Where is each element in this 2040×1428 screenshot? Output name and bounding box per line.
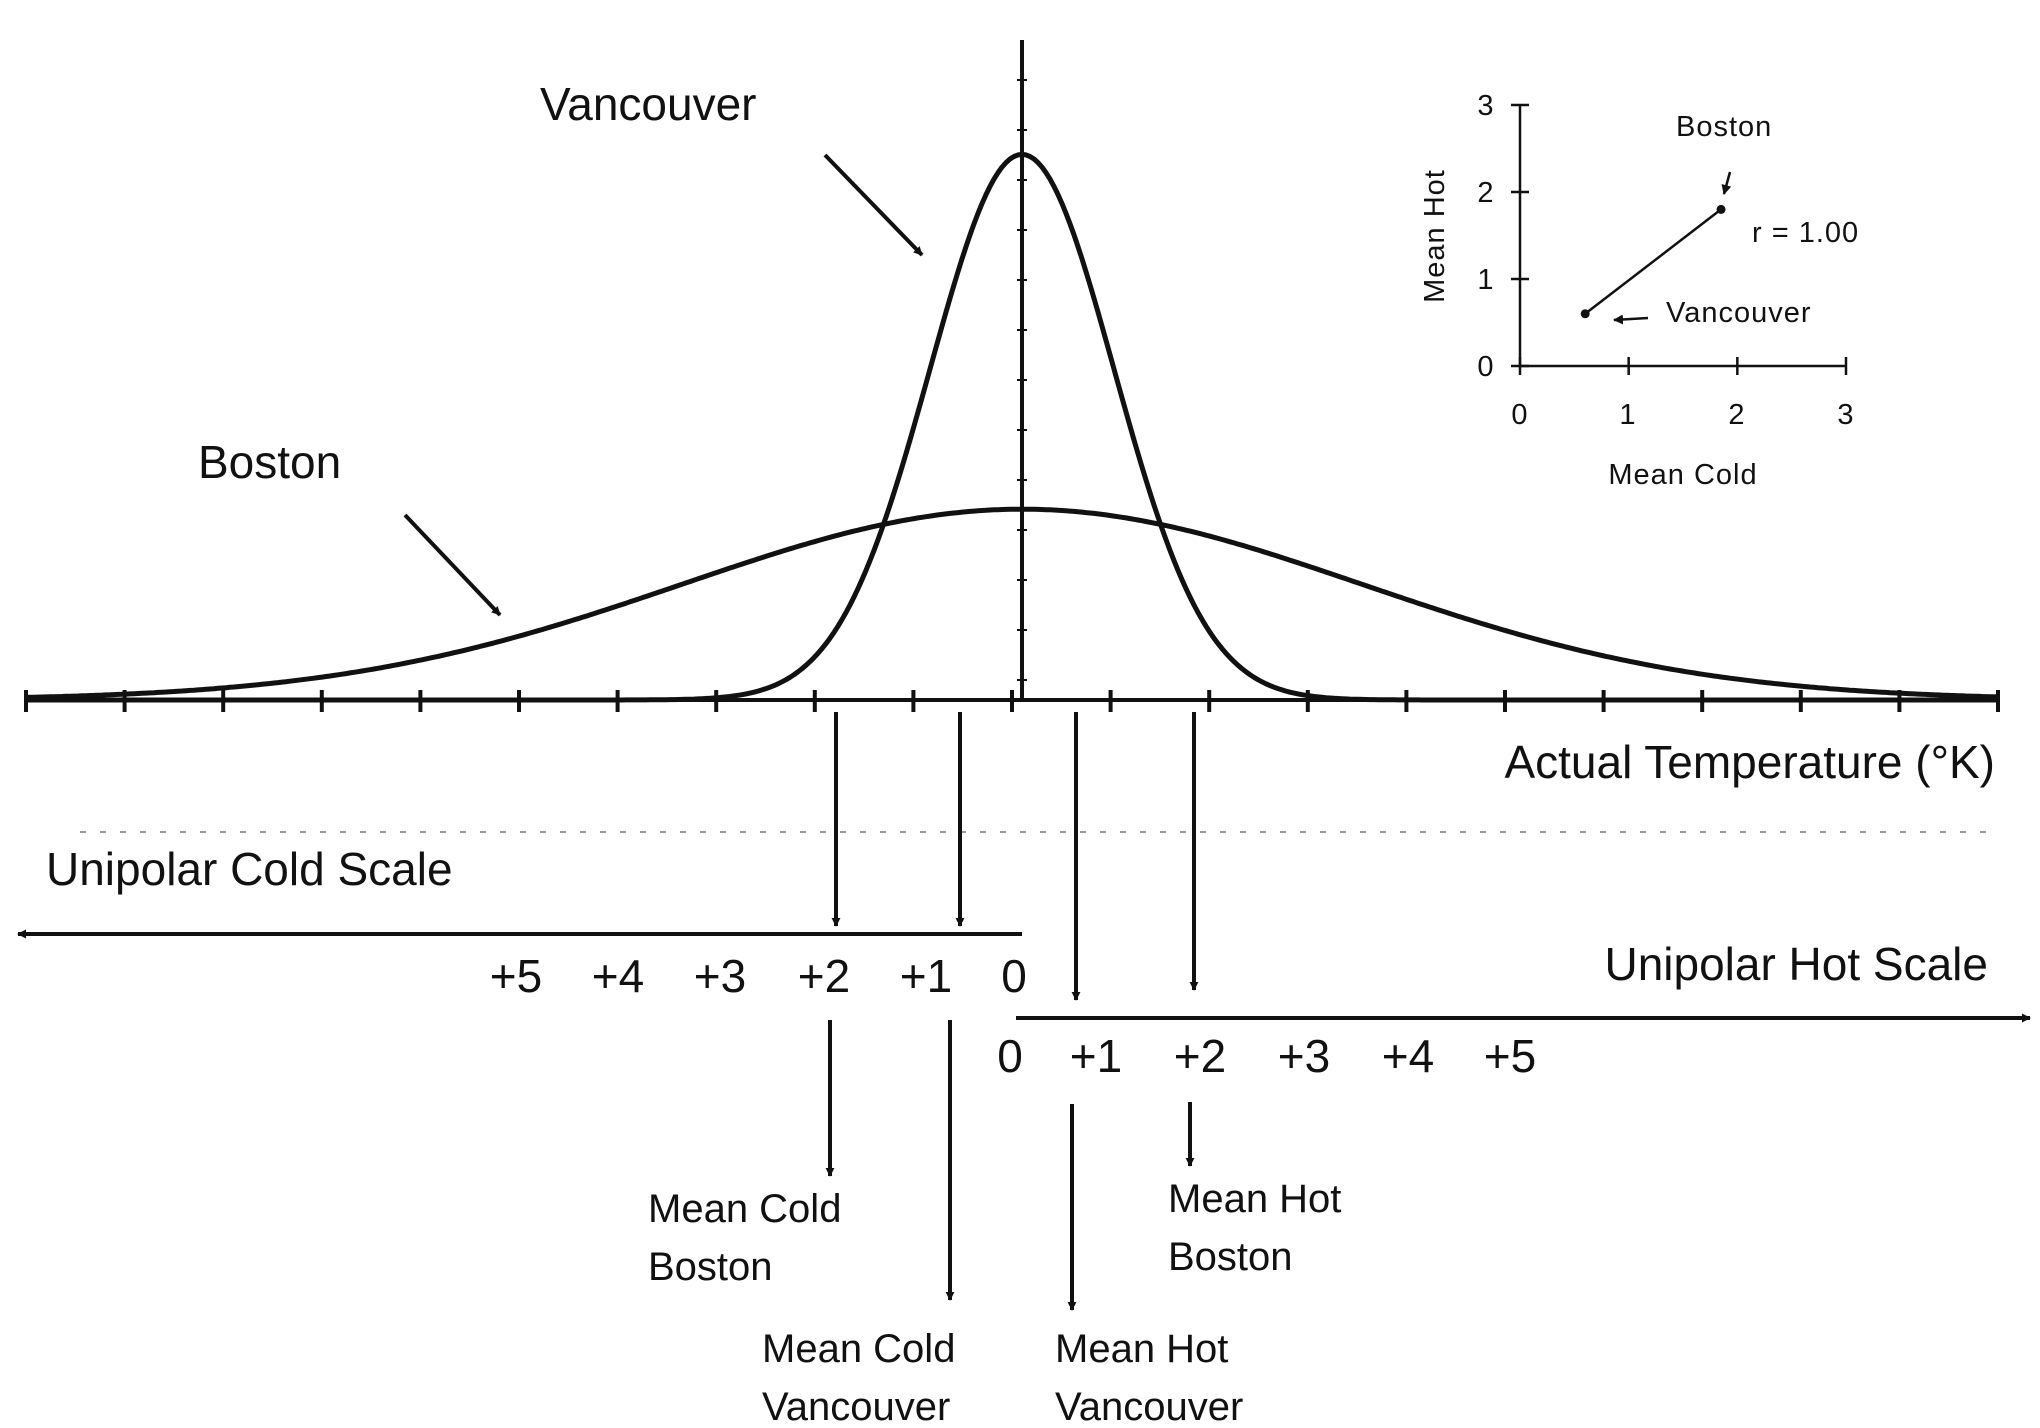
cold-tick-label: +1 [900,950,952,1002]
hot-scale-tick-labels: 0 +1 +2 +3 +4 +5 [997,1030,1536,1082]
inset-vancouver-pointer [1613,314,1649,325]
inset-x-tick-label: 2 [1728,399,1745,431]
inset-x-tick-label: 0 [1511,399,1528,431]
boston-label: Boston [198,436,341,488]
cold-tick-label: +4 [592,950,644,1002]
hot-tick-label: +2 [1174,1030,1226,1082]
vancouver-distribution-curve [26,151,1998,703]
cold-tick-label: +3 [694,950,746,1002]
inset-ticks [1511,103,1848,375]
inset-y-tick-label: 2 [1477,177,1494,209]
vancouver-label: Vancouver [540,78,757,130]
cold-scale-label: Unipolar Cold Scale [46,843,453,895]
inset-y-tick-label: 1 [1477,264,1494,296]
mean-hot-boston-label: Boston [1168,1235,1293,1279]
inset-y-axis-label: Mean Hot [1419,169,1451,303]
hot-scale-label: Unipolar Hot Scale [1604,938,1988,990]
inset-correlation-line [1584,208,1722,315]
mean-hot-boston-label: Mean Hot [1168,1177,1341,1221]
inset-x-tick-label: 1 [1619,399,1636,431]
hot-tick-label: +1 [1070,1030,1122,1082]
mean-cold-boston-label: Boston [648,1245,773,1289]
inset-boston-pointer [1721,171,1732,195]
inset-point-boston [1716,204,1726,214]
vancouver-arrow [823,153,924,257]
mean-cold-vancouver-label: Vancouver [762,1385,950,1428]
inset-correlation-annotation: r = 1.00 [1752,217,1859,249]
inset-y-tick-label: 0 [1477,351,1494,383]
hot-tick-label: 0 [997,1030,1023,1082]
center-line-ticks [1017,79,1027,681]
mean-cold-boston-label: Mean Cold [648,1187,841,1231]
inset-x-axis-label: Mean Cold [1608,459,1757,491]
inset-y-tick-label: 3 [1477,90,1494,122]
boston-arrow [403,513,502,617]
cold-tick-label: +5 [490,950,542,1002]
inset-boston-label: Boston [1676,111,1772,143]
cold-tick-label: 0 [1001,950,1027,1002]
hot-tick-label: +3 [1278,1030,1330,1082]
inset-x-tick-label: 3 [1837,399,1854,431]
mean-cold-vancouver-label: Mean Cold [762,1327,955,1371]
inset-vancouver-label: Vancouver [1666,297,1812,329]
hot-tick-label: +4 [1382,1030,1434,1082]
mean-hot-vancouver-label: Mean Hot [1055,1327,1228,1371]
inset-scatter-plot: 0 1 2 3 0 1 2 3 Mean Cold Mean Hot Bosto… [1419,90,1859,491]
boston-distribution-curve [25,506,1999,700]
cold-tick-label: +2 [798,950,850,1002]
inset-point-vancouver [1580,309,1590,319]
hot-tick-label: +5 [1484,1030,1536,1082]
cold-scale-tick-labels: +5 +4 +3 +2 +1 0 [490,950,1027,1002]
mean-hot-vancouver-label: Vancouver [1055,1385,1243,1428]
actual-temperature-label: Actual Temperature (°K) [1504,736,1995,788]
